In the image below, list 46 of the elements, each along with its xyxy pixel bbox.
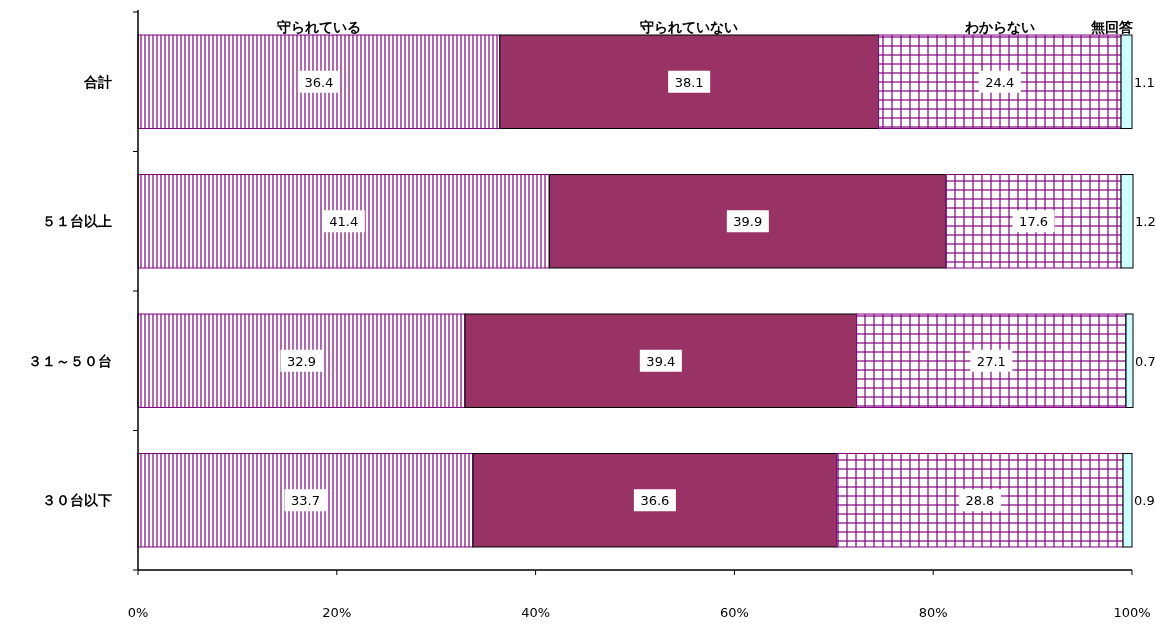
x-tick-label: 60% xyxy=(719,605,749,620)
x-tick-label: 20% xyxy=(322,605,352,620)
bar xyxy=(549,174,947,269)
bar xyxy=(1122,453,1133,548)
x-tick-label: 0% xyxy=(127,605,149,620)
bar xyxy=(878,34,1122,129)
bar xyxy=(945,174,1122,269)
bar xyxy=(856,313,1127,408)
x-tick-label: 80% xyxy=(918,605,948,620)
data-label: 39.9 xyxy=(733,214,763,230)
data-label: 36.4 xyxy=(304,74,334,90)
data-label: 0.7 xyxy=(1134,353,1156,369)
bar xyxy=(499,34,880,129)
x-tick-label: 100% xyxy=(1113,605,1151,620)
data-label: 38.1 xyxy=(674,74,704,90)
bar xyxy=(137,34,501,129)
text: 守られている xyxy=(276,19,361,36)
data-label: 39.4 xyxy=(646,353,676,369)
bar xyxy=(137,453,474,548)
data-label: 17.6 xyxy=(1019,214,1049,230)
bar xyxy=(137,174,551,269)
data-label: 28.8 xyxy=(965,493,995,509)
bar xyxy=(1120,174,1134,269)
data-label: 1.1 xyxy=(1134,74,1155,90)
data-label: 33.7 xyxy=(291,493,320,509)
text: 無回答 xyxy=(1091,19,1133,36)
bar xyxy=(1120,34,1133,129)
text: わからない xyxy=(964,19,1035,36)
data-label: 27.1 xyxy=(976,353,1006,369)
bar xyxy=(472,453,838,548)
data-label: 1.2 xyxy=(1134,214,1156,230)
x-tick-label: 40% xyxy=(521,605,551,620)
y-tick-label: ５１台以上 xyxy=(42,213,112,230)
bar xyxy=(1125,313,1134,408)
data-label: 0.9 xyxy=(1134,493,1155,509)
bar xyxy=(836,453,1124,548)
data-label: 36.6 xyxy=(640,493,670,509)
bar xyxy=(464,313,858,408)
data-label: 32.9 xyxy=(287,353,316,369)
y-tick-label: ３１～５０台 xyxy=(28,352,112,369)
y-tick-label: 合計 xyxy=(83,73,112,90)
data-label: 41.4 xyxy=(329,214,359,230)
text: 守られていない xyxy=(640,19,739,36)
bar xyxy=(137,313,466,408)
y-tick-label: ３０台以下 xyxy=(42,492,112,509)
data-label: 24.4 xyxy=(985,74,1015,90)
